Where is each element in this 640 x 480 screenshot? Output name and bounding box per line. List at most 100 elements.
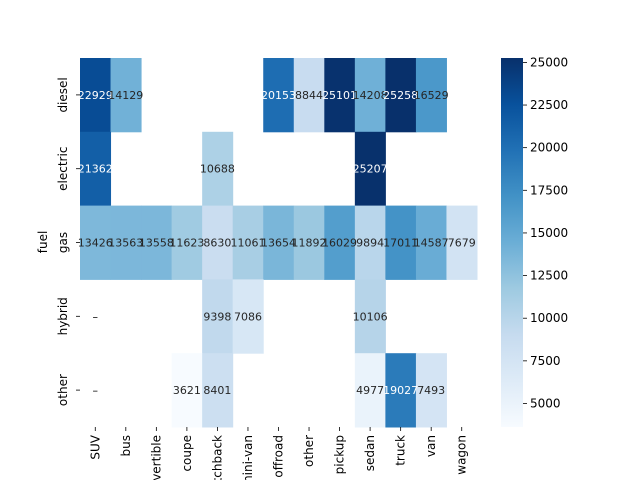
heatmap-cell xyxy=(293,58,325,133)
cell-value-label: 9398 xyxy=(203,310,231,323)
y-axis: diesel electric gas hybrid other xyxy=(56,77,80,406)
colorbar-tick-label: 20000 xyxy=(530,141,568,155)
heatmap-cell xyxy=(415,205,447,280)
cell-value-label: 8401 xyxy=(203,384,231,397)
x-tick-label: mini-van xyxy=(241,435,255,480)
x-tick-label: truck xyxy=(394,435,408,466)
colorbar-gradient xyxy=(501,58,523,427)
colorbar-tick-label: 25000 xyxy=(530,55,568,69)
heatmap-cell xyxy=(80,205,112,280)
cell-value-label: 7086 xyxy=(234,310,262,323)
cell-value-label: 25258 xyxy=(383,89,418,102)
heatmap-cell xyxy=(293,205,325,280)
cell-value-label: 9894 xyxy=(356,237,384,250)
cell-value-label: 8844 xyxy=(295,89,323,102)
cell-value-label: 13654 xyxy=(261,237,296,250)
x-tick-label: coupe xyxy=(180,435,194,472)
heatmap-cell xyxy=(385,58,417,133)
heatmap-cell xyxy=(110,58,142,133)
heatmap-cell xyxy=(354,353,386,428)
colorbar-tick-label: 22500 xyxy=(530,98,568,112)
x-axis: SUV bus convertible coupe hatchback mini-van o… xyxy=(88,427,469,480)
heatmap-cells xyxy=(80,58,478,428)
y-tick-label: electric xyxy=(56,147,70,191)
heatmap-cell xyxy=(385,205,417,280)
cell-value-label: 14587 xyxy=(414,237,449,250)
cell-value-label: 10688 xyxy=(200,163,235,176)
heatmap-cell xyxy=(171,205,203,280)
heatmap-cell xyxy=(385,353,417,428)
colorbar-tick-label: 5000 xyxy=(530,396,561,410)
x-tick-label: bus xyxy=(119,435,133,456)
x-tick-label: hatchback xyxy=(210,435,224,480)
heatmap-cell xyxy=(80,131,112,207)
cell-value-label: 13426 xyxy=(78,237,113,250)
cell-value-label: 11061 xyxy=(230,237,265,250)
cell-value-label: 4977 xyxy=(356,384,384,397)
x-tick-label: wagon xyxy=(455,435,469,475)
heatmap-cell xyxy=(202,353,234,428)
cell-value-label: 13558 xyxy=(139,237,174,250)
x-tick-label: SUV xyxy=(88,434,102,459)
heatmap-cell xyxy=(354,131,386,207)
cell-value-label: 20153 xyxy=(261,89,296,102)
colorbar-tick-label: 17500 xyxy=(530,183,568,197)
x-tick-label: van xyxy=(424,435,438,457)
heatmap-cell xyxy=(232,205,264,280)
cell-empty-marker: – xyxy=(93,310,99,323)
cell-value-label: 7493 xyxy=(417,384,445,397)
colorbar-tick-label: 15000 xyxy=(530,226,568,240)
cell-value-label: 11892 xyxy=(292,237,327,250)
cell-value-label: 25101 xyxy=(322,89,357,102)
heatmap-cell xyxy=(415,353,447,428)
heatmap-cell xyxy=(354,58,386,133)
heatmap-cell xyxy=(110,205,142,280)
heatmap-cell xyxy=(80,58,112,133)
heatmap-cell xyxy=(263,58,295,133)
x-tick-label: other xyxy=(302,435,316,467)
heatmap-cell xyxy=(324,205,356,280)
colorbar-tick-label: 7500 xyxy=(530,354,561,368)
y-tick-label: hybrid xyxy=(56,297,70,335)
heatmap-cell xyxy=(141,205,173,280)
y-tick-label: diesel xyxy=(56,77,70,112)
x-tick-label: convertible xyxy=(149,435,163,480)
cell-value-label: 11623 xyxy=(169,237,204,250)
heatmap-cell xyxy=(202,131,234,207)
heatmap-cell xyxy=(446,205,478,280)
colorbar: 5000 7500 10000 12500 15000 17500 20000 22500 25… xyxy=(501,55,568,427)
heatmap-cell xyxy=(354,279,386,354)
cell-value-label: 16029 xyxy=(322,237,357,250)
cell-value-label: 14208 xyxy=(353,89,388,102)
y-axis-label: fuel xyxy=(36,231,50,254)
cell-value-label: 3621 xyxy=(173,384,201,397)
heatmap-cell xyxy=(202,279,234,354)
y-tick-label: gas xyxy=(56,232,70,253)
cell-value-label: 16529 xyxy=(414,89,449,102)
heatmap-cell xyxy=(324,58,356,133)
cell-empty-marker: – xyxy=(93,384,99,397)
heatmap-cell xyxy=(415,58,447,133)
cell-value-label: 25207 xyxy=(353,163,388,176)
colorbar-tick-label: 12500 xyxy=(530,269,568,283)
cell-value-label: 21362 xyxy=(78,163,113,176)
y-tick-label: other xyxy=(56,374,70,406)
cell-value-label: 17011 xyxy=(383,237,418,250)
cell-value-label: 13563 xyxy=(108,237,143,250)
colorbar-tick-label: 10000 xyxy=(530,311,568,325)
heatmap-cell xyxy=(354,205,386,280)
cell-value-label: 8630 xyxy=(203,237,231,250)
cell-value-label: 14129 xyxy=(108,89,143,102)
cell-value-label: 19027 xyxy=(383,384,418,397)
heatmap-cell xyxy=(232,279,264,354)
x-tick-label: offroad xyxy=(272,435,286,478)
x-tick-label: sedan xyxy=(363,435,377,471)
cell-value-label: 7679 xyxy=(448,237,476,250)
cell-value-label: 22929 xyxy=(78,89,113,102)
heatmap-cell xyxy=(263,205,295,280)
heatmap-cell xyxy=(202,205,234,280)
x-tick-label: pickup xyxy=(333,435,347,474)
cell-value-label: 10106 xyxy=(353,310,388,323)
